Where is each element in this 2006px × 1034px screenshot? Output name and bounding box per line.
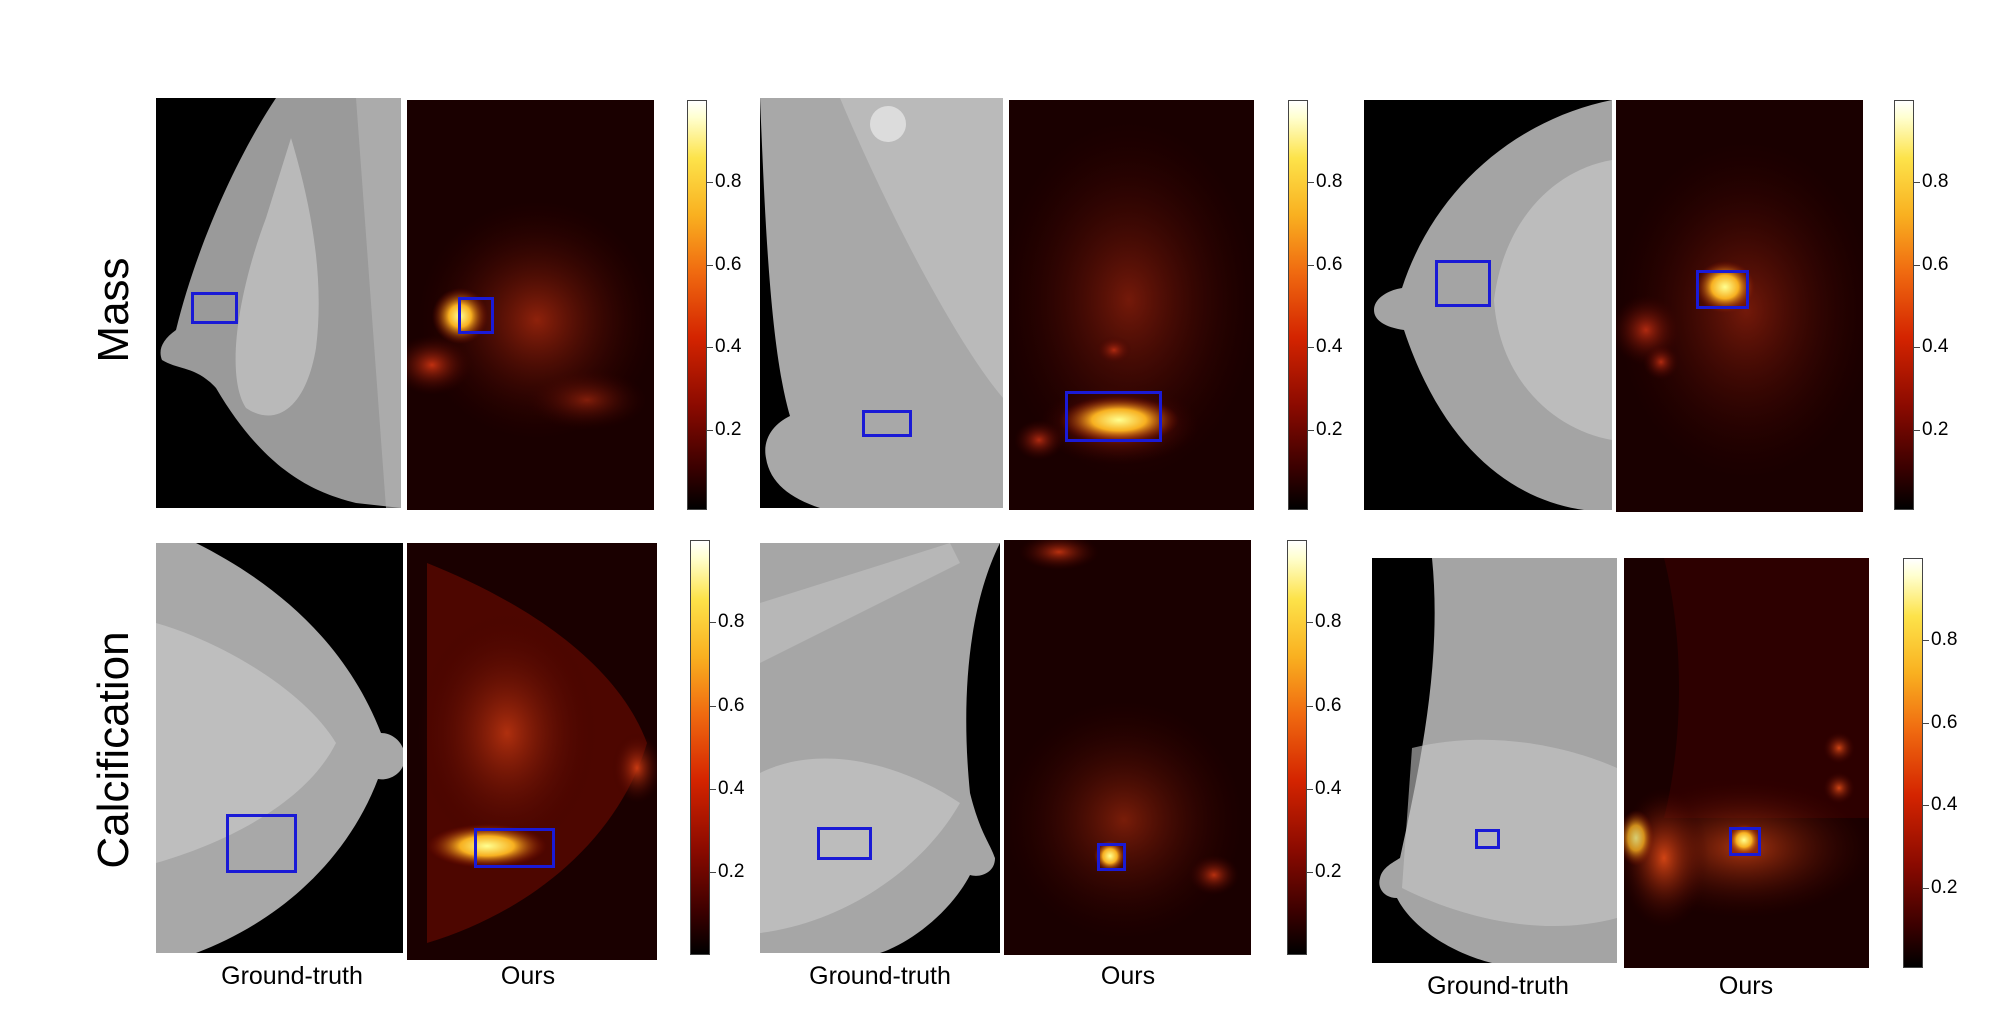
colorbar-tick: 0.6	[709, 695, 745, 716]
colorbar-tick: 0.4	[1307, 336, 1343, 357]
ground-truth-box	[817, 827, 872, 860]
heatmap-panel	[407, 543, 657, 960]
colorbar-tick: 0.8	[1922, 629, 1958, 650]
ground-truth-box	[862, 410, 912, 437]
colorbar	[687, 100, 707, 510]
colorbar-tick: 0.2	[1307, 419, 1343, 440]
prediction-box	[458, 297, 494, 334]
colorbar-tick: 0.6	[1922, 712, 1958, 733]
colorbar-tick: 0.2	[1922, 877, 1958, 898]
ground-truth-box	[1475, 829, 1500, 849]
heatmap-panel	[1009, 100, 1254, 510]
mammogram-panel	[760, 98, 1003, 508]
prediction-box	[474, 828, 555, 868]
heatmap-panel	[407, 100, 654, 510]
colorbar-tick: 0.2	[1913, 419, 1949, 440]
colorbar	[1903, 558, 1923, 968]
ground-truth-box	[226, 814, 297, 873]
prediction-box	[1065, 391, 1162, 442]
column-label-ours: Ours	[1100, 962, 1156, 990]
column-label-ours: Ours	[500, 962, 556, 990]
colorbar	[1288, 100, 1308, 510]
colorbar-tick: 0.8	[709, 611, 745, 632]
heatmap-panel	[1616, 100, 1863, 512]
mammogram-panel	[760, 543, 1000, 953]
colorbar-tick: 0.6	[1913, 254, 1949, 275]
colorbar	[1287, 540, 1307, 955]
column-label-ours: Ours	[1718, 972, 1774, 1000]
colorbar-tick: 0.6	[1306, 695, 1342, 716]
colorbar-tick: 0.4	[1306, 778, 1342, 799]
prediction-box	[1729, 827, 1761, 856]
colorbar-tick: 0.8	[1306, 611, 1342, 632]
ground-truth-box	[191, 292, 238, 324]
colorbar-tick: 0.2	[709, 861, 745, 882]
row-label-calcification: Calcification	[89, 631, 138, 869]
colorbar-tick: 0.4	[706, 336, 742, 357]
colorbar-tick: 0.6	[1307, 254, 1343, 275]
prediction-box	[1696, 270, 1749, 309]
colorbar-tick: 0.4	[1913, 336, 1949, 357]
heatmap-panel	[1004, 540, 1251, 955]
colorbar-tick: 0.4	[1922, 794, 1958, 815]
mammogram-panel	[1372, 558, 1617, 963]
colorbar-tick: 0.8	[1307, 171, 1343, 192]
colorbar-tick: 0.6	[706, 254, 742, 275]
colorbar-tick: 0.8	[1913, 171, 1949, 192]
column-label-ground-truth: Ground-truth	[1427, 972, 1569, 1000]
colorbar	[690, 540, 710, 955]
prediction-box	[1097, 843, 1126, 871]
colorbar-tick: 0.2	[1306, 861, 1342, 882]
row-label-mass: Mass	[89, 257, 138, 363]
heatmap-panel	[1624, 558, 1869, 968]
mammogram-panel	[156, 543, 403, 953]
colorbar-tick: 0.4	[709, 778, 745, 799]
column-label-ground-truth: Ground-truth	[809, 962, 951, 990]
colorbar	[1894, 100, 1914, 510]
mammogram-panel	[156, 98, 401, 508]
ground-truth-box	[1435, 260, 1491, 307]
colorbar-tick: 0.8	[706, 171, 742, 192]
column-label-ground-truth: Ground-truth	[221, 962, 363, 990]
colorbar-tick: 0.2	[706, 419, 742, 440]
